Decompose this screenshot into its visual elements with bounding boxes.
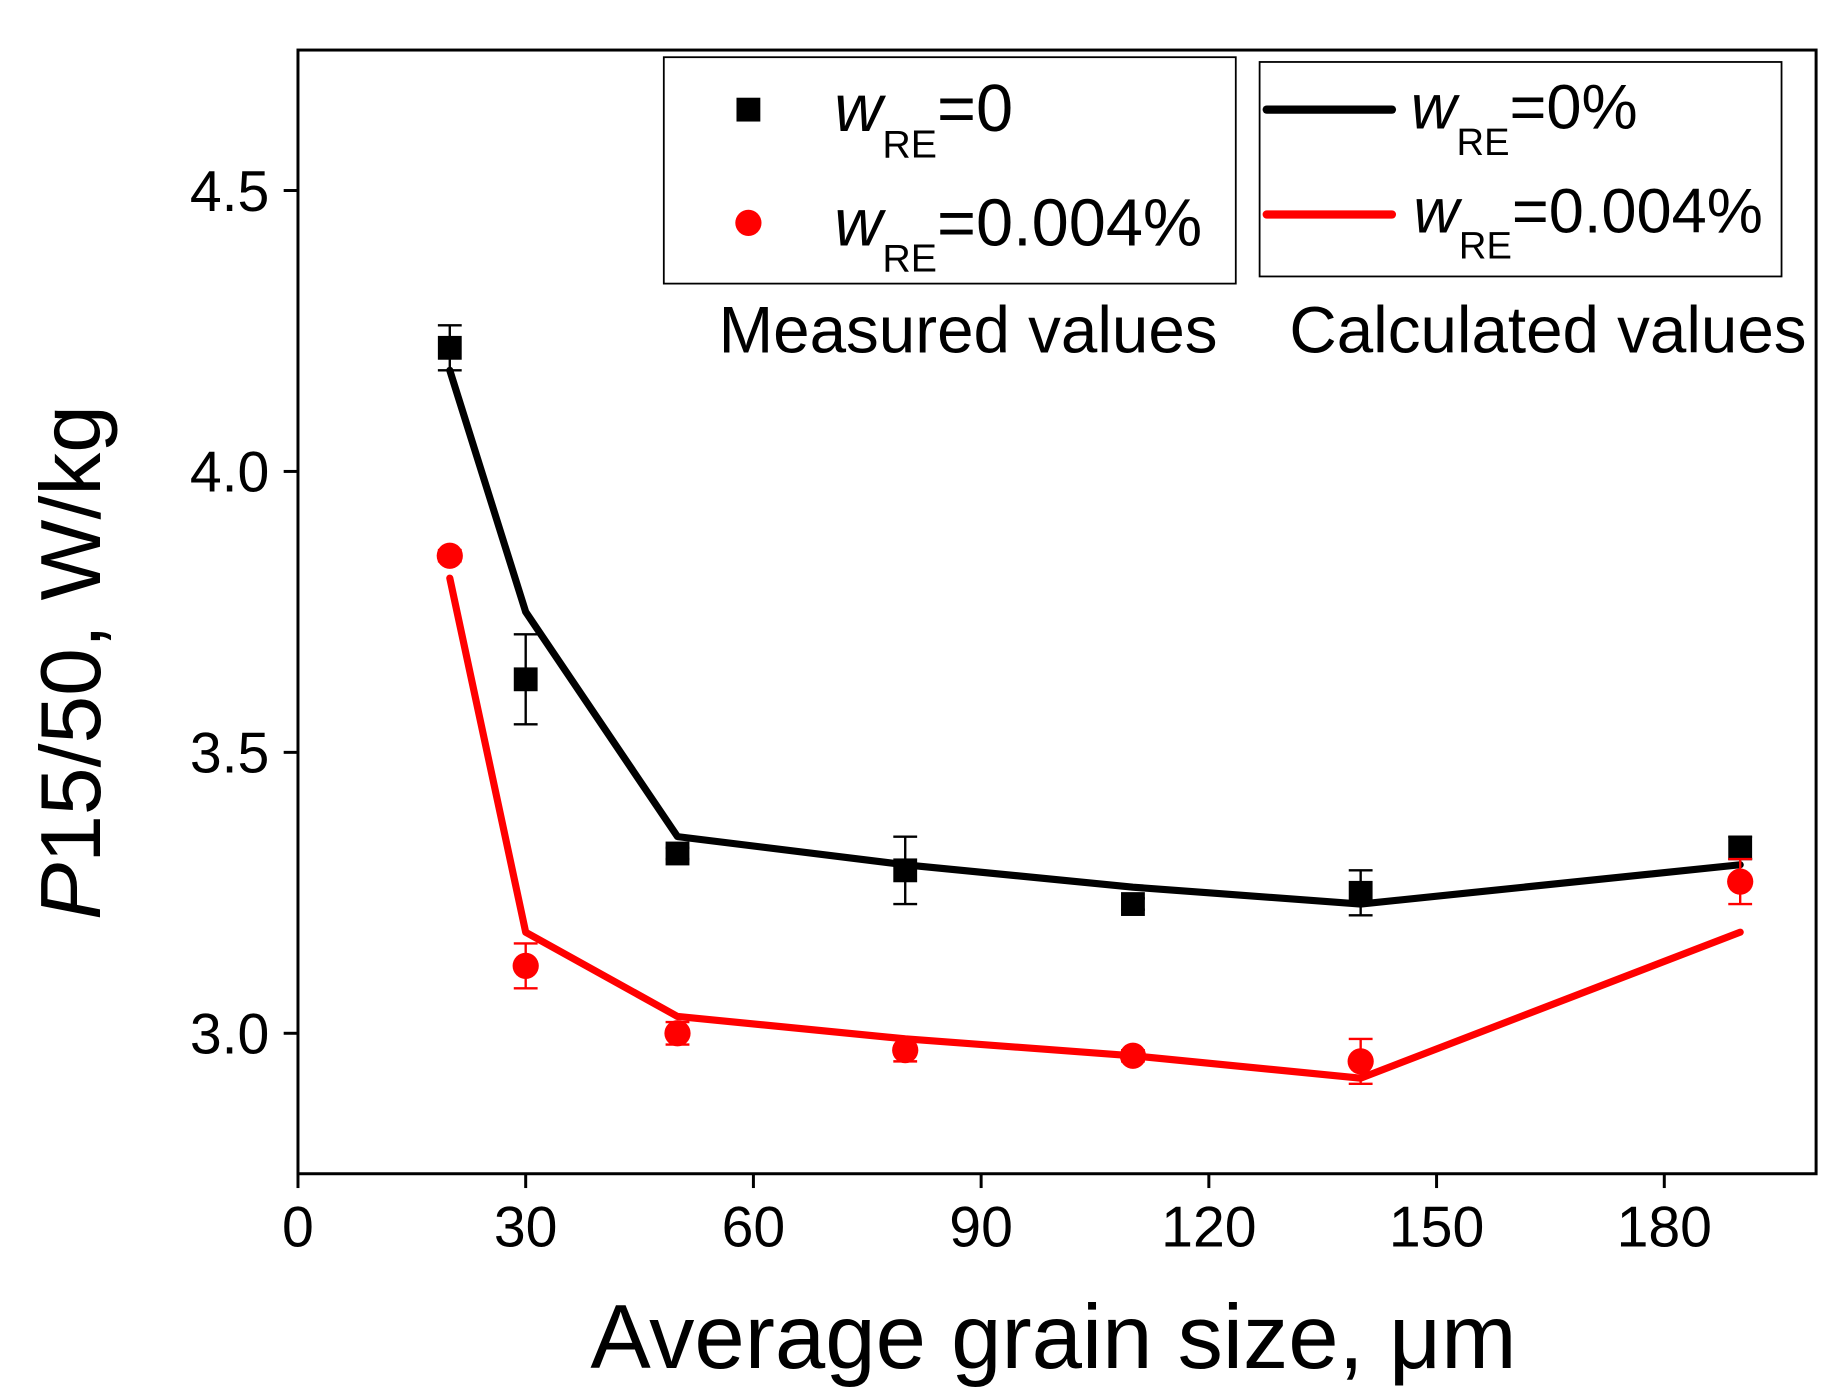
legend-variable: w: [834, 186, 886, 260]
x-tick-label: 30: [494, 1195, 558, 1259]
legend-subscript: RE: [882, 122, 937, 166]
data-point-square-series-0: [437, 335, 462, 360]
legend-label-measured-wre-0004: wRE=0.004%: [834, 186, 1202, 280]
x-tick-label: 120: [1161, 1195, 1256, 1259]
data-point-circle-series-1: [1347, 1048, 1374, 1075]
x-axis-label: Average grain size, μm: [590, 1287, 1516, 1388]
legend-variable: w: [1411, 73, 1460, 143]
y-tick-label: 4.0: [190, 441, 270, 505]
measured-legend: wRE=0 wRE=0.004%: [735, 72, 1202, 281]
plot-frame: [296, 48, 1818, 1176]
measured-values-title: Measured values: [719, 294, 1218, 367]
x-tick-label: 60: [722, 1195, 786, 1259]
data-point-circle-series-1: [892, 1037, 919, 1064]
legend-value: =0%: [1510, 73, 1638, 143]
y-axis-label-variable: P: [23, 863, 119, 920]
axes: 0 30 60 90 120 150 180 3.0 3.5 4.0 4.5: [190, 160, 1712, 1260]
legend-variable: w: [1413, 176, 1462, 246]
data-point-square-series-0: [665, 841, 690, 866]
y-tick-label: 4.5: [190, 160, 270, 224]
calculated-values-title: Calculated values: [1289, 294, 1806, 367]
calculated-line-series-1: [446, 574, 1744, 1082]
legend-label-measured-wre-0: wRE=0: [834, 72, 1013, 166]
legend-variable: w: [834, 72, 886, 146]
y-tick-label: 3.0: [190, 1003, 270, 1067]
data-point-circle-series-1: [512, 952, 539, 979]
data-point-square-series-0: [1121, 892, 1145, 916]
data-marks: [436, 324, 1754, 1086]
legend-value: =0.004%: [1512, 176, 1763, 246]
legend-label-calculated-wre-0: wRE=0%: [1411, 73, 1638, 164]
data-point-circle-series-1: [664, 1020, 691, 1047]
legend-subscript: RE: [882, 237, 937, 281]
legend-subscript: RE: [1457, 121, 1510, 164]
calculated-legend-box: [1258, 61, 1783, 278]
y-axis-label: P15/50, W/kg: [23, 405, 119, 920]
data-point-square-series-0: [1728, 835, 1753, 860]
legend-circle-marker: [735, 209, 762, 236]
data-point-circle-series-1: [1119, 1042, 1147, 1069]
legend-value: =0: [937, 72, 1013, 146]
legend-value: =0.004%: [937, 186, 1202, 260]
x-tick-label: 90: [949, 1195, 1013, 1259]
y-tick-label: 3.5: [190, 722, 270, 786]
x-tick-label: 150: [1389, 1195, 1484, 1259]
data-point-circle-series-1: [436, 542, 463, 569]
legend-subscript: RE: [1459, 225, 1512, 268]
legend-label-calculated-wre-0004: wRE=0.004%: [1413, 176, 1763, 267]
measured-legend-box: [662, 56, 1237, 285]
y-axis-label-units: 15/50, W/kg: [23, 405, 119, 863]
data-point-square-series-0: [1348, 880, 1373, 905]
data-point-circle-series-1: [1727, 868, 1754, 895]
data-point-square-series-0: [893, 858, 918, 883]
calculated-legend: wRE=0% wRE=0.004%: [1262, 73, 1763, 268]
legend-square-marker: [736, 97, 761, 122]
data-point-square-series-0: [513, 667, 538, 692]
x-tick-label: 180: [1617, 1195, 1712, 1259]
x-tick-label: 0: [282, 1195, 314, 1259]
calculated-line-series-0: [446, 366, 1744, 908]
